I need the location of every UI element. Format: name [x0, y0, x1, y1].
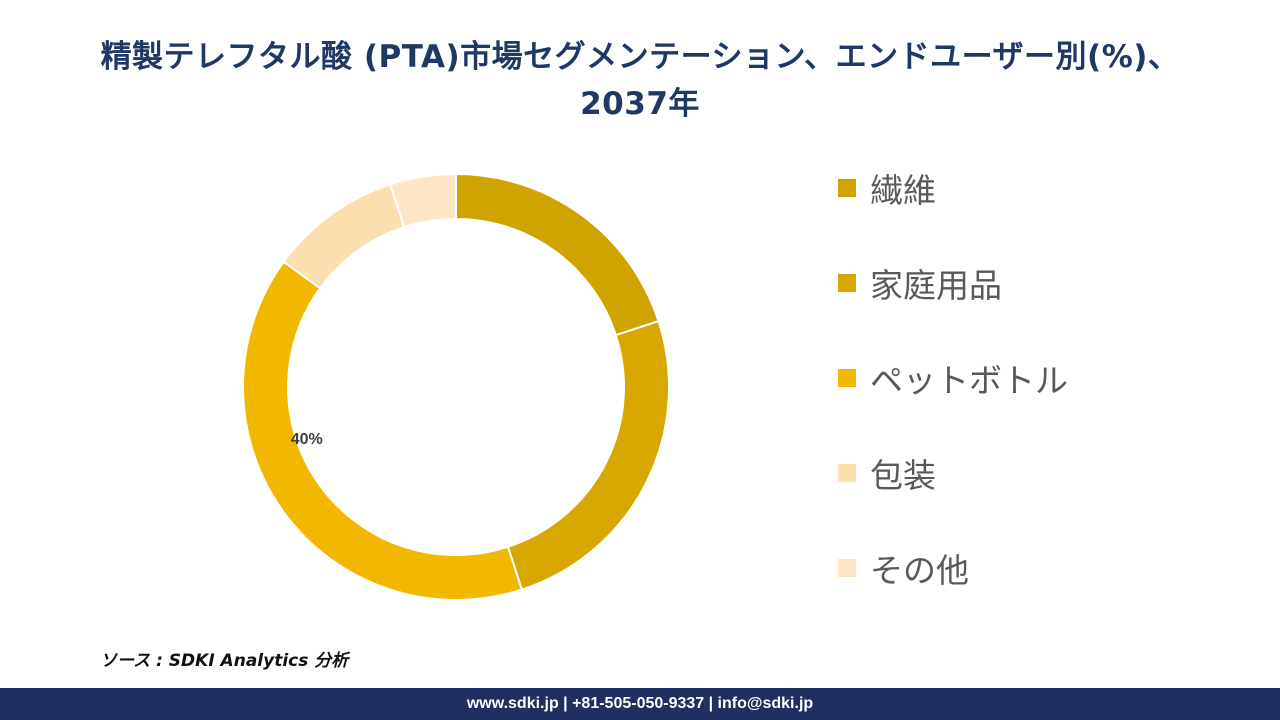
legend-item-4: 包装 [838, 449, 1258, 497]
legend-swatch [838, 179, 856, 197]
data-label-3: 40% [291, 431, 323, 448]
legend-item-5: その他 [838, 544, 1258, 592]
chart-title: 精製テレフタル酸 (PTA)市場セグメンテーション、エンドユーザー別(%)、 2… [20, 34, 1260, 128]
source-note: ソース : SDKI Analytics 分析 [100, 651, 349, 671]
legend-item-2: 家庭用品 [838, 259, 1258, 307]
legend-swatch [838, 274, 856, 292]
donut-slice-4 [282, 183, 406, 290]
legend-item-3: ペットボトル [838, 354, 1258, 402]
legend: 繊維家庭用品ペットボトル 包装その他 [838, 164, 1258, 639]
legend-item-1: 繊維 [838, 164, 1258, 212]
footer-bar: www.sdki.jp | +81-505-050-9337 | info@sd… [0, 688, 1280, 720]
footer-contact: www.sdki.jp | +81-505-050-9337 | info@sd… [466, 695, 814, 712]
chart-title-line1: 精製テレフタル酸 (PTA)市場セグメンテーション、エンドユーザー別(%)、 [100, 39, 1180, 75]
legend-label: 包装 [870, 456, 936, 495]
chart-title-line2: 2037年 [580, 86, 700, 122]
donut-slice-2 [506, 319, 670, 591]
donut-chart: 40% [242, 172, 670, 601]
legend-swatch [838, 369, 856, 387]
donut-slice-1 [455, 172, 660, 337]
donut-slice-5 [388, 172, 457, 229]
legend-label: その他 [870, 551, 969, 590]
legend-label: ペットボトル [870, 361, 1068, 400]
donut-slice-3 [242, 260, 524, 601]
legend-label: 繊維 [870, 171, 936, 210]
legend-swatch [838, 559, 856, 577]
legend-swatch [838, 464, 856, 482]
legend-label: 家庭用品 [870, 266, 1002, 305]
